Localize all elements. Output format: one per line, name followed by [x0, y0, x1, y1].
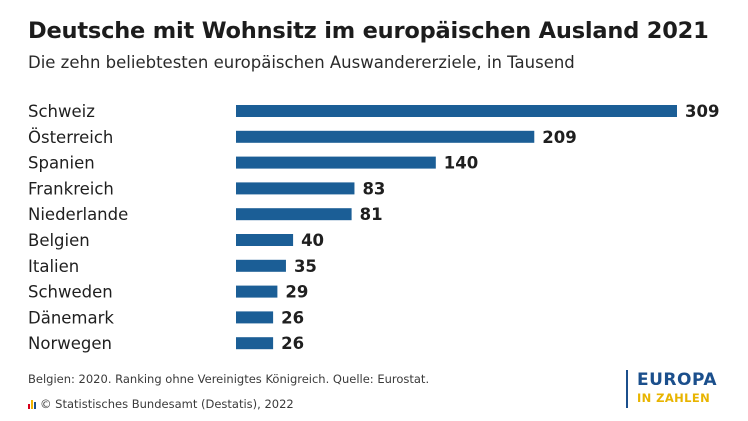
source-text: © Statistisches Bundesamt (Destatis), 20…: [40, 397, 294, 411]
value-label: 140: [444, 154, 478, 173]
chart-title: Deutsche mit Wohnsitz im europäischen Au…: [28, 18, 709, 44]
bar: [236, 311, 274, 324]
value-label: 40: [301, 231, 324, 250]
bar: [236, 259, 286, 272]
bar: [236, 234, 294, 246]
category-label: Schweden: [28, 283, 113, 302]
bar: [236, 182, 355, 195]
value-label: 309: [685, 102, 719, 121]
bar: [236, 130, 535, 143]
bar: [236, 156, 436, 169]
value-label: 83: [362, 179, 385, 198]
bar: [236, 208, 352, 221]
category-label: Spanien: [28, 154, 95, 173]
logo-sub-text: IN ZAHLEN: [637, 391, 711, 405]
category-label: Schweiz: [28, 102, 95, 121]
footnote: Belgien: 2020. Ranking ohne Vereinigtes …: [28, 372, 430, 386]
bar-chart: Schweiz 309 Österreich 209 Spanien 140 Frankre…: [28, 102, 719, 353]
category-label: Österreich: [28, 128, 113, 147]
bar: [236, 285, 278, 298]
category-label: Belgien: [28, 231, 90, 250]
category-label: Niederlande: [28, 205, 128, 224]
value-label: 209: [542, 128, 576, 147]
category-label: Italien: [28, 257, 79, 276]
bar: [236, 337, 274, 350]
value-label: 26: [281, 334, 304, 353]
category-label: Frankreich: [28, 179, 114, 198]
bar: [236, 105, 677, 117]
value-label: 29: [285, 283, 308, 302]
logo-main-text: EUROPA: [637, 370, 718, 390]
chart-subtitle: Die zehn beliebtesten europäischen Auswa…: [28, 53, 575, 72]
source-line: © Statistisches Bundesamt (Destatis), 20…: [28, 397, 294, 411]
destatis-icon: [28, 399, 36, 409]
value-label: 81: [360, 205, 383, 224]
category-label: Norwegen: [28, 334, 112, 353]
europa-in-zahlen-logo: EUROPA IN ZAHLEN: [626, 370, 726, 408]
value-label: 26: [281, 308, 304, 327]
value-label: 35: [294, 257, 317, 276]
category-label: Dänemark: [28, 308, 114, 327]
